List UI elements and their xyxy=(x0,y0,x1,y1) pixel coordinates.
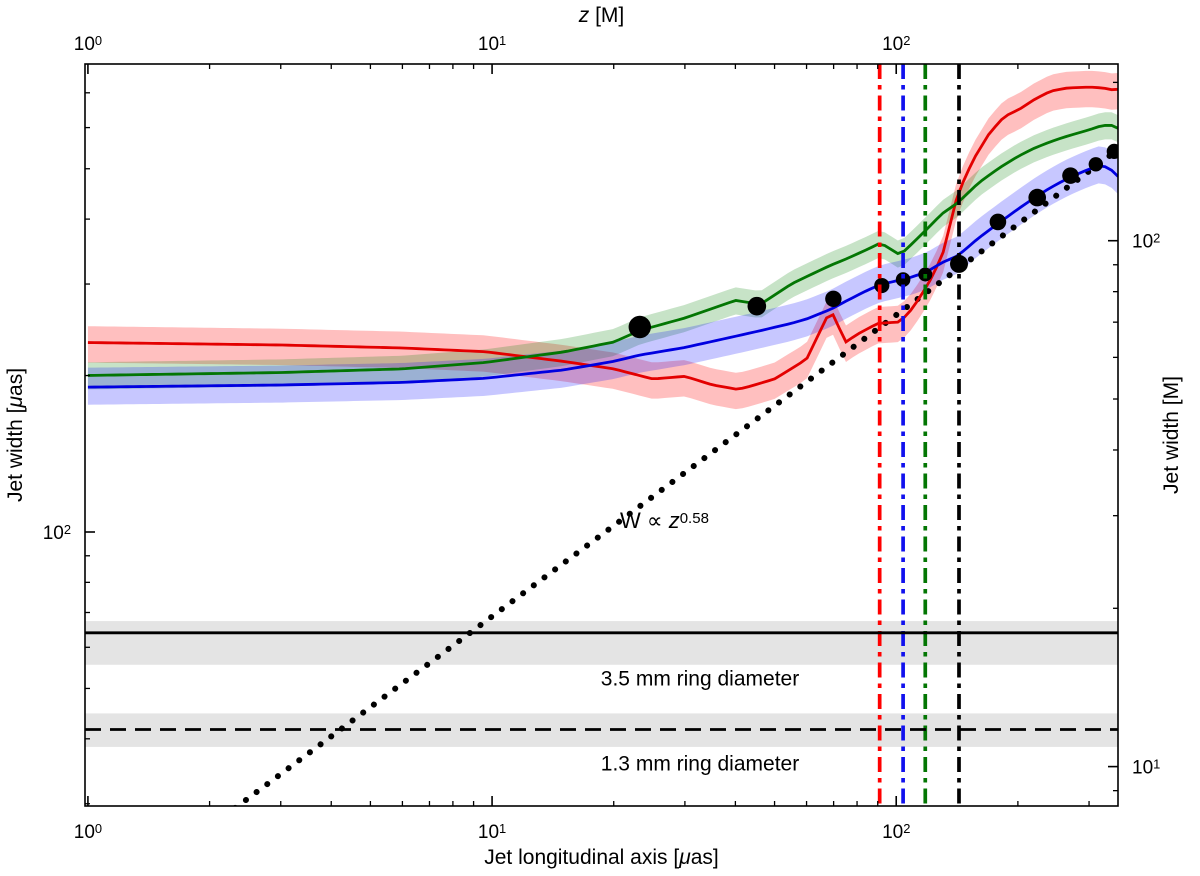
svg-text:Jet width [M]: Jet width [M] xyxy=(1160,376,1183,494)
svg-text:Jet width [μas]: Jet width [μas] xyxy=(4,368,27,502)
svg-text:3.5 mm ring diameter: 3.5 mm ring diameter xyxy=(601,668,799,691)
svg-text:1.3 mm ring diameter: 1.3 mm ring diameter xyxy=(601,753,799,776)
svg-text:Jet longitudinal axis [μas]: Jet longitudinal axis [μas] xyxy=(484,846,718,869)
svg-text:z [M]: z [M] xyxy=(578,4,625,27)
